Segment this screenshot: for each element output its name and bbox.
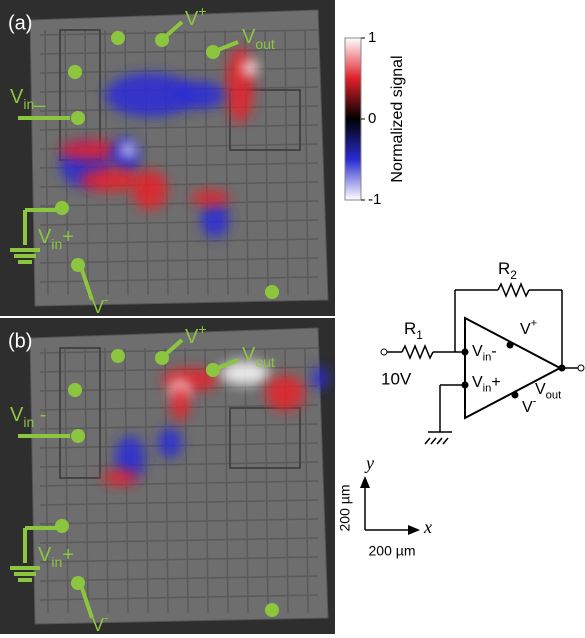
node-dot [462, 349, 469, 356]
signal-blob [226, 47, 254, 123]
signal-blob [80, 168, 140, 192]
pin-dot [68, 65, 82, 79]
label-part: + [198, 3, 206, 19]
label-part: V [185, 326, 199, 348]
colorbar-tick-label: -1 [368, 191, 381, 208]
axis-label: x [423, 517, 432, 537]
circuit-label: Vout [535, 381, 562, 401]
pin-dot [206, 363, 220, 377]
signal-blob [102, 470, 138, 486]
pin-dot [71, 111, 85, 125]
wire [431, 438, 436, 444]
label-part: - [104, 293, 108, 307]
label-part: V [92, 615, 104, 635]
label-part: _ [33, 86, 46, 108]
circuit-label: V- [522, 396, 537, 417]
signal-blob [312, 366, 328, 390]
label-part: V [242, 344, 256, 366]
signal-blob [158, 428, 182, 458]
wire [437, 438, 442, 444]
arrow-head [360, 476, 370, 488]
panel-label: (a) [8, 12, 32, 34]
signal-blob [121, 143, 135, 157]
label-part: V [472, 343, 483, 360]
signal-blob [190, 190, 230, 206]
node-dot [507, 342, 514, 349]
label-part: - [104, 611, 108, 625]
pin-dot [111, 31, 125, 45]
label-part: + [62, 544, 74, 566]
pin-dot [265, 285, 279, 299]
label-part: + [62, 226, 74, 248]
terminal [578, 365, 584, 371]
label-part: in [23, 96, 34, 112]
pin-dot [68, 383, 82, 397]
pin-dot [71, 429, 85, 443]
label-part: - [491, 343, 496, 360]
circuit-label: R1 [404, 319, 423, 342]
label-part: out [255, 354, 275, 370]
colorbar-tick-label: 1 [368, 29, 376, 46]
axis-label: y [364, 453, 374, 473]
label-part: 2 [510, 268, 517, 282]
signal-blob [175, 81, 225, 109]
circuit-label: R2 [498, 259, 517, 282]
arrow-head [408, 525, 420, 535]
scale-length: 200 µm [337, 485, 353, 532]
signal-blob [201, 202, 229, 238]
label-part: in [483, 352, 492, 364]
node-dot [559, 365, 566, 372]
op-amp [465, 318, 560, 418]
node-dot [512, 392, 519, 399]
label-part: V [472, 374, 483, 391]
label-part: R [404, 319, 416, 338]
label-part: V [38, 544, 52, 566]
label-part: out [255, 36, 275, 52]
node-dot [462, 382, 469, 389]
circuit-label: V+ [520, 318, 537, 339]
pin-dot [206, 45, 220, 59]
label-part: + [531, 318, 538, 330]
label-part: in [51, 554, 62, 570]
wire [443, 438, 448, 444]
label-part: + [198, 321, 206, 337]
label-part: in [51, 236, 62, 252]
circuit-label: Vin+ [472, 374, 501, 394]
label-part: - [34, 404, 46, 426]
signal-blob [265, 375, 305, 411]
signal-blob [242, 60, 258, 76]
panel-label: (b) [8, 330, 32, 352]
label-part: in [23, 414, 34, 430]
circuit-label: Vin- [472, 343, 497, 363]
label-part: V [10, 86, 24, 108]
resistor [402, 346, 433, 358]
resistor [498, 284, 529, 296]
label-part: V [522, 399, 533, 416]
label-part: out [546, 390, 562, 402]
circuit-label: 10V [381, 369, 412, 388]
pin-dot [265, 603, 279, 617]
signal-blob [170, 385, 190, 421]
label-part: + [491, 374, 500, 391]
label-part: V [520, 321, 531, 338]
label-part: V [38, 226, 52, 248]
label-part: V [535, 381, 546, 398]
colorbar-tick-label: 0 [368, 110, 376, 127]
terminal [381, 349, 387, 355]
pin-dot [111, 349, 125, 363]
scale-length: 200 µm [369, 543, 416, 559]
wire [425, 438, 430, 444]
label-part: in [483, 383, 492, 395]
label-part: V [10, 404, 24, 426]
label-part: V [92, 297, 104, 317]
label-part: 1 [416, 328, 423, 342]
figure: (a)V+VoutVin_Vin+V-(b)V+VoutVin -Vin+V-1… [0, 0, 585, 638]
colorbar [345, 38, 361, 200]
colorbar-title: Normalized signal [389, 55, 406, 182]
label-part: V [242, 26, 256, 48]
label-part: V [185, 8, 199, 30]
label-part: R [498, 259, 510, 278]
